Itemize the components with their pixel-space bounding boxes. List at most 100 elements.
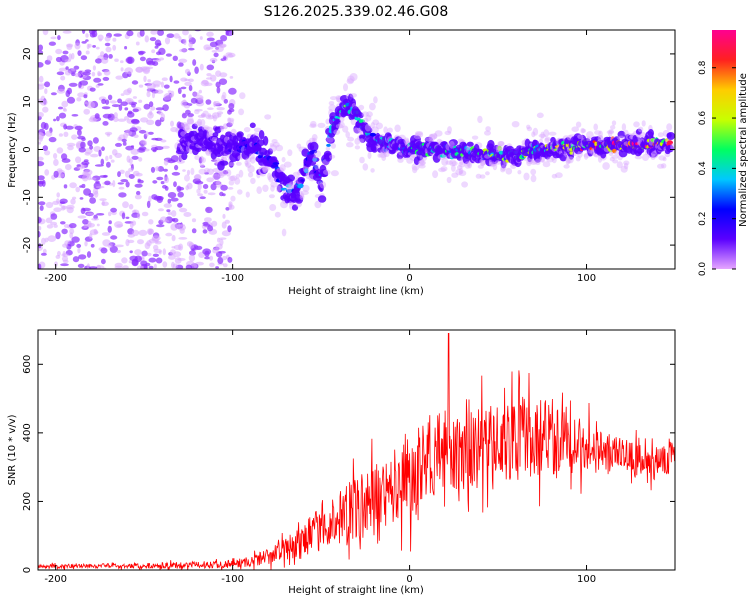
noise-blob xyxy=(156,196,163,203)
noise-blob xyxy=(99,198,107,202)
noise-blob xyxy=(209,41,218,48)
noise-blob xyxy=(100,51,105,58)
noise-blob xyxy=(44,150,51,156)
noise-blob xyxy=(191,228,197,234)
noise-blob xyxy=(186,169,191,176)
noise-blob xyxy=(186,241,193,247)
ridge-halo xyxy=(661,163,667,169)
noise-blob xyxy=(163,203,172,208)
noise-blob xyxy=(174,257,182,264)
ridge-halo xyxy=(281,156,286,163)
ridge-halo xyxy=(489,161,497,167)
ridge-halo xyxy=(565,157,571,166)
ridge-halo xyxy=(274,211,281,218)
noise-blob xyxy=(80,55,88,61)
noise-blob xyxy=(134,194,142,200)
noise-blob xyxy=(218,171,223,175)
noise-blob xyxy=(160,181,165,185)
ridge-halo xyxy=(370,122,375,129)
noise-blob xyxy=(197,193,204,197)
noise-blob xyxy=(63,184,68,189)
ridge-halo xyxy=(575,155,581,162)
noise-blob xyxy=(174,164,179,171)
noise-blob xyxy=(84,101,88,104)
ridge-halo xyxy=(611,120,617,126)
noise-blob xyxy=(202,184,209,189)
noise-blob xyxy=(199,163,205,167)
noise-blob xyxy=(155,257,163,264)
ridge-halo xyxy=(662,156,667,162)
ridge-halo xyxy=(551,173,558,179)
ridge-body xyxy=(666,132,675,140)
noise-blob xyxy=(84,240,88,247)
ridge-halo xyxy=(362,117,369,124)
noise-blob xyxy=(115,142,122,147)
noise-blob xyxy=(38,216,42,224)
ridge-halo xyxy=(366,111,373,118)
ridge-halo xyxy=(373,96,378,104)
noise-blob xyxy=(156,176,164,181)
ridge-halo xyxy=(438,167,446,173)
noise-blob xyxy=(170,155,179,163)
noise-blob xyxy=(70,198,76,205)
ridge-core xyxy=(440,154,447,158)
noise-blob xyxy=(211,50,217,53)
noise-blob xyxy=(211,159,218,162)
ridge-halo xyxy=(475,173,482,179)
noise-blob xyxy=(46,55,53,62)
noise-blob xyxy=(128,174,135,179)
ridge-halo xyxy=(339,116,345,123)
noise-blob xyxy=(117,171,121,178)
noise-blob xyxy=(213,172,221,180)
noise-blob xyxy=(131,220,137,226)
noise-blob xyxy=(131,103,136,108)
ridge-halo xyxy=(333,129,341,136)
noise-blob xyxy=(64,70,72,76)
noise-blob xyxy=(50,92,57,96)
ridge-core xyxy=(312,157,318,162)
noise-blob xyxy=(227,256,233,263)
ridge-halo xyxy=(354,145,361,150)
noise-blob xyxy=(92,65,96,71)
noise-blob xyxy=(155,166,160,172)
noise-blob xyxy=(101,98,106,105)
ridge-core xyxy=(497,145,502,151)
ridge-halo xyxy=(540,156,546,163)
ridge-halo xyxy=(354,137,361,145)
noise-blob xyxy=(183,38,187,46)
noise-blob xyxy=(215,70,222,77)
noise-blob xyxy=(57,250,61,257)
ridge-halo xyxy=(429,133,438,140)
noise-blob xyxy=(210,183,217,191)
noise-blob xyxy=(178,62,184,67)
ridge-body xyxy=(294,194,304,204)
ridge-halo xyxy=(347,75,355,84)
noise-blob xyxy=(83,94,88,99)
x-tick-label: 0 xyxy=(406,574,412,585)
ridge-halo xyxy=(270,185,275,192)
noise-blob xyxy=(45,130,53,137)
noise-blob xyxy=(104,36,111,42)
noise-blob xyxy=(206,77,213,80)
noise-blob xyxy=(85,39,89,42)
ridge-halo xyxy=(338,121,345,129)
noise-blob xyxy=(62,50,69,55)
noise-blob xyxy=(44,81,51,88)
ridge-halo xyxy=(633,121,640,128)
ridge-halo xyxy=(196,188,201,194)
noise-blob xyxy=(187,113,194,118)
noise-blob xyxy=(42,30,49,36)
noise-blob xyxy=(65,164,72,171)
ridge-halo xyxy=(375,122,383,130)
ridge-body xyxy=(364,127,373,134)
ridge-halo xyxy=(467,160,473,169)
ridge-halo xyxy=(180,122,189,127)
ridge-halo xyxy=(296,143,302,149)
noise-blob xyxy=(53,153,58,159)
ridge-halo xyxy=(411,163,420,171)
ridge-body xyxy=(326,137,335,144)
noise-blob xyxy=(126,155,131,163)
ridge-body xyxy=(324,152,333,162)
ridge-halo xyxy=(608,129,614,134)
noise-blob xyxy=(177,202,183,208)
